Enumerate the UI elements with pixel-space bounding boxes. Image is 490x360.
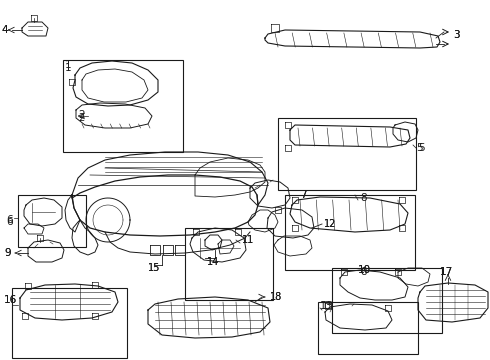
Text: 14: 14 xyxy=(207,257,219,267)
Polygon shape xyxy=(31,15,37,21)
Polygon shape xyxy=(72,220,98,255)
Bar xyxy=(12,288,127,358)
Bar xyxy=(285,195,415,270)
Polygon shape xyxy=(418,283,488,322)
Polygon shape xyxy=(235,229,241,235)
Polygon shape xyxy=(292,197,298,203)
Polygon shape xyxy=(92,282,98,288)
Text: 4: 4 xyxy=(1,25,8,35)
Text: 4: 4 xyxy=(1,25,8,35)
Text: 3: 3 xyxy=(453,30,460,40)
Polygon shape xyxy=(28,240,64,262)
Polygon shape xyxy=(205,235,222,250)
Text: 3: 3 xyxy=(453,30,460,40)
Text: 16: 16 xyxy=(4,295,17,305)
Text: 11: 11 xyxy=(242,235,254,245)
Polygon shape xyxy=(190,228,246,262)
Text: 6: 6 xyxy=(6,215,13,225)
Text: 13: 13 xyxy=(320,301,332,311)
Text: 15: 15 xyxy=(148,263,160,273)
Text: 13: 13 xyxy=(322,301,334,311)
Text: 10: 10 xyxy=(358,265,371,275)
Polygon shape xyxy=(285,145,291,151)
Polygon shape xyxy=(22,313,28,319)
Text: 12: 12 xyxy=(324,219,336,229)
Text: 6: 6 xyxy=(6,217,13,227)
Polygon shape xyxy=(193,229,199,235)
Polygon shape xyxy=(275,207,281,213)
Bar xyxy=(318,302,418,354)
Polygon shape xyxy=(290,125,410,147)
Polygon shape xyxy=(37,235,43,241)
Polygon shape xyxy=(340,270,408,300)
Polygon shape xyxy=(248,210,278,232)
Polygon shape xyxy=(385,305,391,311)
Polygon shape xyxy=(265,30,440,48)
Polygon shape xyxy=(325,303,331,309)
Text: 17: 17 xyxy=(440,267,453,277)
Text: 8: 8 xyxy=(360,267,367,277)
Text: 15: 15 xyxy=(148,263,160,273)
Text: 1: 1 xyxy=(65,60,72,70)
Bar xyxy=(18,195,86,247)
Text: 16: 16 xyxy=(4,295,17,305)
Polygon shape xyxy=(325,304,392,330)
Polygon shape xyxy=(290,197,408,232)
Polygon shape xyxy=(76,103,152,128)
Polygon shape xyxy=(399,225,405,231)
Text: 9: 9 xyxy=(4,248,11,258)
Polygon shape xyxy=(195,158,265,197)
Polygon shape xyxy=(163,245,173,255)
Polygon shape xyxy=(150,245,160,255)
Polygon shape xyxy=(341,269,347,275)
Polygon shape xyxy=(292,225,298,231)
Bar xyxy=(63,60,183,152)
Text: 11: 11 xyxy=(242,235,254,245)
Text: 18: 18 xyxy=(270,292,282,302)
Polygon shape xyxy=(398,268,430,286)
Text: 7: 7 xyxy=(300,190,307,200)
Text: 10: 10 xyxy=(358,265,371,275)
Text: 5: 5 xyxy=(416,143,423,153)
Polygon shape xyxy=(175,245,185,255)
Text: 2: 2 xyxy=(78,113,84,123)
Text: 8: 8 xyxy=(360,193,367,203)
Polygon shape xyxy=(24,224,44,234)
Text: 18: 18 xyxy=(270,292,282,302)
Text: 9: 9 xyxy=(4,248,11,258)
Text: 17: 17 xyxy=(440,267,453,277)
Polygon shape xyxy=(148,297,270,338)
Polygon shape xyxy=(285,122,291,128)
Polygon shape xyxy=(399,197,405,203)
Polygon shape xyxy=(271,24,279,32)
Polygon shape xyxy=(24,198,62,226)
Polygon shape xyxy=(395,269,401,275)
Bar xyxy=(185,228,273,300)
Text: 5: 5 xyxy=(418,143,425,153)
Polygon shape xyxy=(73,61,158,106)
Text: 2: 2 xyxy=(78,110,85,120)
Polygon shape xyxy=(25,283,31,289)
Polygon shape xyxy=(69,79,75,85)
Polygon shape xyxy=(274,236,312,256)
Polygon shape xyxy=(92,313,98,319)
Polygon shape xyxy=(20,284,118,320)
Text: 7: 7 xyxy=(300,190,307,200)
Polygon shape xyxy=(72,175,258,236)
Text: 1: 1 xyxy=(65,63,72,73)
Bar xyxy=(278,118,416,190)
Polygon shape xyxy=(82,69,148,102)
Polygon shape xyxy=(393,122,418,142)
Polygon shape xyxy=(218,240,234,254)
Text: 12: 12 xyxy=(324,219,336,229)
Polygon shape xyxy=(22,22,48,36)
Bar xyxy=(332,268,442,333)
Text: 14: 14 xyxy=(207,257,219,267)
Polygon shape xyxy=(267,208,314,238)
Polygon shape xyxy=(250,180,290,208)
